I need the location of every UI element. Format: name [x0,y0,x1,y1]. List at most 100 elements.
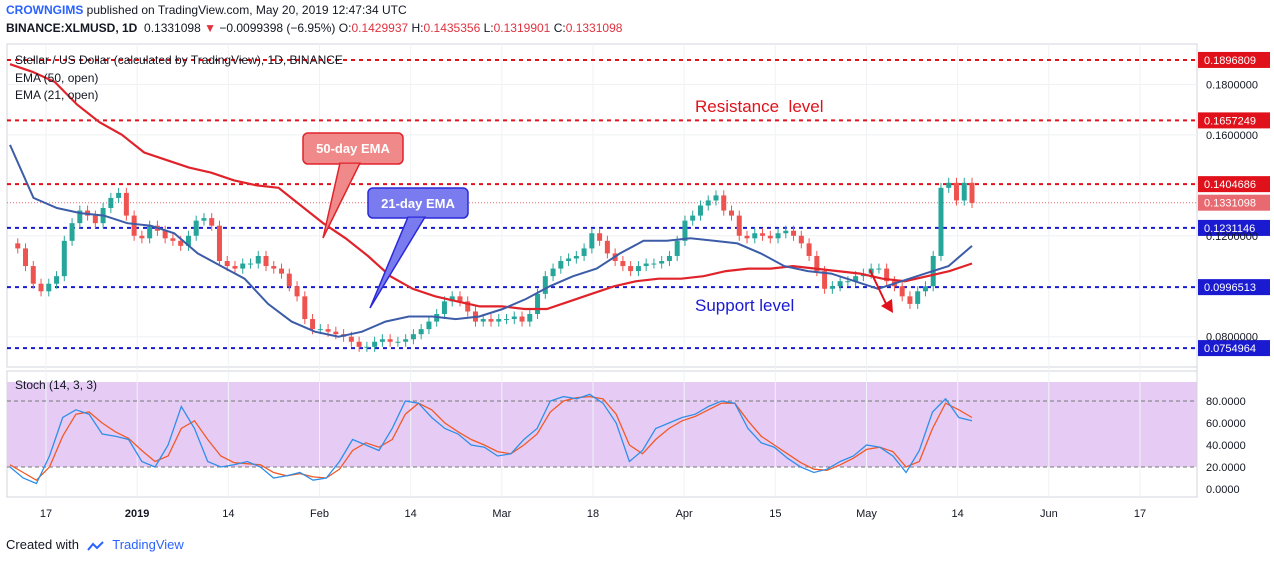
time-tick-label: 14 [952,508,964,520]
candle-body [92,215,98,224]
candle-body [915,291,921,304]
low-value: 0.1319901 [493,21,551,35]
candle-body [410,334,416,340]
time-tick-label: Apr [676,508,693,520]
candle-body [216,225,222,262]
time-tick-label: 14 [405,508,417,520]
stoch-band-fill [7,382,1197,467]
ema50-callout: 50-day EMA [302,132,404,239]
candle-body [535,293,541,315]
candle-body [736,215,742,236]
candle-body [690,215,696,221]
candle-body [752,233,758,239]
level-label: 0.0754964 [1204,343,1256,355]
stoch-tick-label: 60.0000 [1206,418,1246,430]
candle-body [829,286,835,289]
candle-body [635,266,641,272]
main-pane[interactable] [6,43,1198,368]
publish-line: CROWNGIMS published on TradingView.com, … [6,3,407,17]
candle-body [876,268,882,270]
candle-body [697,205,703,216]
candle-body [566,258,572,262]
candle-body [760,233,766,236]
candle-body [418,329,424,335]
stoch-tick-label: 20.0000 [1206,462,1246,474]
level-label: 0.1404686 [1204,179,1256,191]
candle-body [426,321,432,330]
publish-info: published on TradingView.com, May 20, 20… [86,3,407,17]
candle-body [38,283,44,292]
candle-body [938,187,944,256]
candle-body [604,240,610,254]
axis-labels: 0.1800000 0.1600000 0.1200000 0.0800000 17 20… [40,79,1258,520]
candle-body [255,255,261,264]
candle-body [240,263,246,269]
time-tick-label: May [856,508,877,520]
candle-body [899,286,905,297]
created-with-text: Created with [6,537,79,552]
candle-body [884,268,890,282]
candle-body [286,273,292,287]
level-label-bg [1198,194,1270,211]
candle-body [581,248,587,256]
candle-body [659,261,665,264]
candle-body [30,266,36,284]
candle-body [682,220,688,241]
candle-body [783,230,789,234]
open-value: 0.1429937 [351,21,409,35]
candle-body [705,200,711,206]
candle-body [108,197,114,209]
level-label-bg [1198,176,1270,193]
candle-body [519,316,525,322]
symbol-label: BINANCE:XLMUSD, 1D [6,21,138,35]
candle-body [666,255,672,262]
time-tick-label: 15 [769,508,781,520]
legend-ema21: EMA (21, open) [15,88,98,102]
candle-body [170,238,176,241]
candle-body [248,263,253,265]
author-name[interactable]: CROWNGIMS [6,3,84,17]
level-label-bg [1198,112,1270,129]
legend-ema50: EMA (50, open) [15,71,98,85]
last-price: 0.1331098 [144,21,201,35]
candle-body [348,336,354,342]
candle-body [806,243,812,256]
candle-body [713,195,719,201]
candle-body [961,182,967,201]
level-label: 0.1331098 [1204,198,1256,210]
candles [15,177,975,352]
ema21-callout: 21-day EMA [367,187,469,309]
candle-body [46,283,52,292]
close-label: C: [553,21,566,35]
time-tick-label: Mar [492,508,511,520]
candle-body [325,329,331,332]
level-label-bg [1198,219,1270,236]
candle-body [263,255,269,267]
candle-body [178,240,184,246]
time-tick-label: Feb [310,508,329,520]
candle-body [814,255,820,272]
candle-body [116,192,122,198]
candle-body [542,276,548,294]
candle-body [449,296,455,302]
time-tick-label: 17 [1134,508,1146,520]
tradingview-link[interactable]: TradingView [112,537,184,552]
ema21-callout-text: 21-day EMA [381,196,455,211]
candle-body [744,235,750,239]
footer: Created with TradingView [6,537,184,552]
time-tick-label: 14 [222,508,234,520]
price-tick-label: 0.0800000 [1206,332,1258,344]
candle-body [131,215,137,236]
candle-body [162,230,168,239]
candle-body [822,271,828,289]
price-change: −0.0099398 (−6.95%) [219,21,336,35]
candle-body [395,341,401,343]
candle-body [674,240,680,256]
candle-body [597,233,603,241]
level-label: 0.1231146 [1204,223,1255,235]
price-tick-label: 0.1800000 [1206,79,1258,91]
candle-body [271,266,277,269]
candle-body [333,331,339,335]
price-tick-label: 0.1600000 [1206,130,1258,142]
